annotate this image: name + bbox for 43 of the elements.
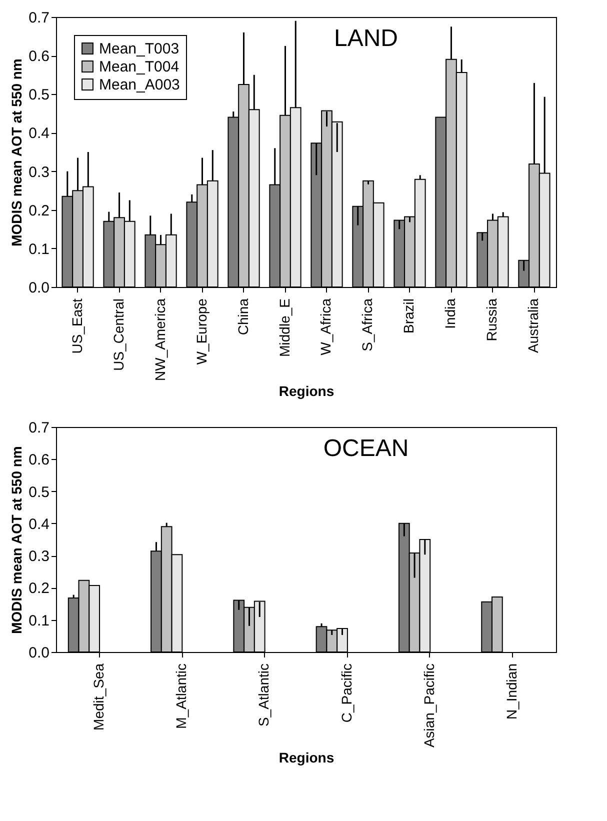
y-tick-label: 0.0 [28, 280, 50, 296]
chart-title: OCEAN [323, 435, 409, 462]
x-tick-label: Middle_E [276, 298, 292, 357]
y-tick-label: 0.1 [28, 240, 50, 258]
x-tick-label: US_Central [110, 298, 126, 371]
y-tick-label: 0.0 [28, 644, 50, 662]
x-axis-title: Regions [278, 382, 334, 399]
x-tick-label: N_Indian [504, 664, 520, 720]
x-tick-label: M_Atlantic [173, 664, 190, 729]
x-tick-label: W_Europe [193, 298, 210, 365]
x-tick-label: Asian_Pacific [420, 664, 437, 748]
x-tick-label: C_Pacific [338, 664, 354, 723]
chart-title: LAND [334, 25, 398, 52]
x-tick-label: Medit_Sea [90, 663, 106, 730]
x-axis-title: Regions [278, 750, 334, 766]
y-tick-label: 0.5 [28, 86, 50, 104]
x-tick-label: US_East [68, 298, 85, 354]
x-tick-label: China [234, 298, 251, 336]
x-tick-label: Australia [525, 298, 542, 353]
legend-label: Mean_T004 [99, 58, 180, 76]
y-tick-label: 0.4 [28, 125, 50, 142]
y-tick-label: 0.7 [28, 10, 50, 26]
y-tick-label: 0.3 [28, 164, 50, 181]
y-tick-label: 0.1 [28, 612, 50, 630]
y-tick-label: 0.6 [28, 48, 50, 66]
y-tick-label: 0.5 [28, 484, 50, 501]
y-axis-title: MODIS mean AOT at 550 nm [8, 58, 25, 246]
x-tick-label: NW_America [152, 298, 168, 381]
y-axis-title: MODIS mean AOT at 550 nm [8, 446, 25, 634]
legend-label: Mean_A003 [99, 76, 180, 94]
x-tick-label: Russia [484, 298, 500, 342]
legend-label: Mean_T003 [99, 40, 180, 58]
y-tick-label: 0.2 [28, 580, 50, 598]
y-tick-label: 0.4 [28, 516, 50, 533]
y-tick-label: 0.2 [28, 202, 50, 220]
x-tick-label: W_Africa [318, 298, 334, 356]
x-tick-label: S_Africa [359, 298, 376, 352]
y-tick-label: 0.6 [28, 452, 50, 469]
x-tick-label: S_Atlantic [256, 664, 272, 727]
y-tick-label: 0.7 [28, 420, 50, 436]
y-tick-label: 0.3 [28, 548, 50, 566]
x-tick-label: Brazil [400, 298, 417, 334]
x-tick-label: India [442, 298, 458, 329]
